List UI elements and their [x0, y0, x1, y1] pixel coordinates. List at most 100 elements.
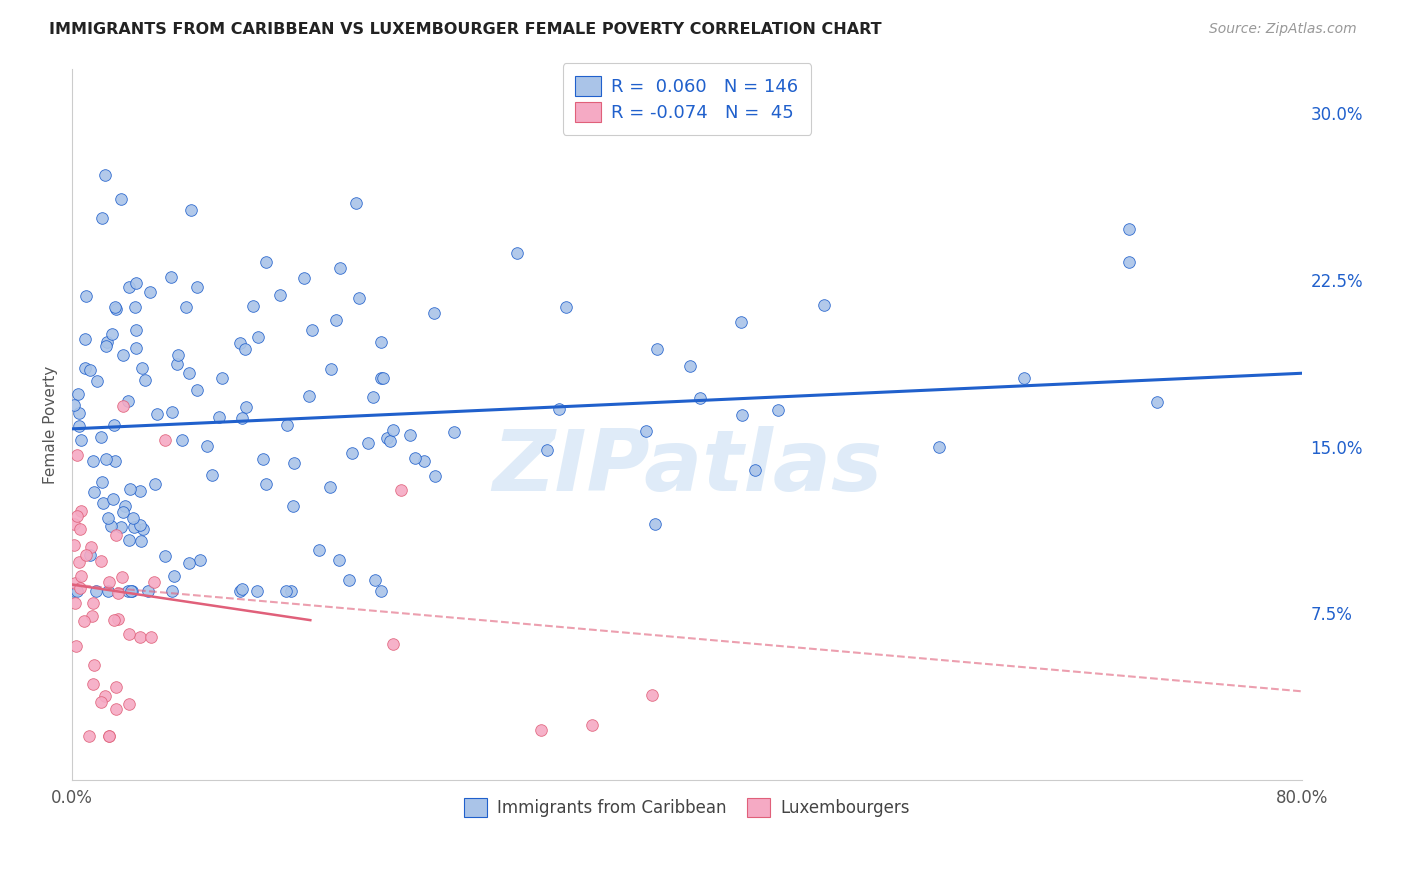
Point — [97, 729, 120, 743]
Point — [813, 298, 835, 312]
Point — [382, 423, 405, 437]
Point — [139, 630, 162, 644]
Point — [104, 701, 127, 715]
Point — [443, 425, 465, 439]
Point — [122, 510, 145, 524]
Point — [98, 574, 121, 589]
Point — [103, 613, 125, 627]
Point — [73, 614, 96, 628]
Point — [1118, 254, 1140, 268]
Point — [66, 583, 89, 598]
Point — [82, 454, 104, 468]
Point — [242, 299, 264, 313]
Point — [66, 509, 89, 524]
Point — [63, 584, 86, 599]
Point — [97, 729, 120, 743]
Point — [90, 211, 112, 225]
Point — [928, 440, 950, 454]
Point — [283, 499, 305, 513]
Point — [730, 315, 752, 329]
Point — [139, 285, 162, 299]
Point — [80, 608, 103, 623]
Point — [328, 553, 350, 567]
Point — [65, 640, 87, 654]
Point — [69, 555, 91, 569]
Point — [186, 383, 208, 397]
Point — [231, 582, 253, 596]
Point — [188, 553, 211, 567]
Point — [283, 456, 305, 470]
Point — [82, 597, 104, 611]
Point — [101, 327, 124, 342]
Point — [252, 452, 274, 467]
Point — [329, 260, 352, 275]
Point — [555, 300, 578, 314]
Point — [143, 476, 166, 491]
Point — [174, 300, 197, 314]
Point — [120, 584, 142, 599]
Point — [90, 430, 112, 444]
Point — [229, 584, 252, 599]
Point — [110, 192, 132, 206]
Point — [404, 450, 426, 465]
Point — [62, 517, 84, 532]
Point — [647, 342, 669, 356]
Point — [94, 339, 117, 353]
Text: IMMIGRANTS FROM CARIBBEAN VS LUXEMBOURGER FEMALE POVERTY CORRELATION CHART: IMMIGRANTS FROM CARIBBEAN VS LUXEMBOURGE… — [49, 22, 882, 37]
Point — [84, 584, 107, 599]
Point — [581, 718, 603, 732]
Point — [370, 584, 392, 599]
Point — [254, 477, 277, 491]
Point — [82, 677, 104, 691]
Point — [145, 407, 167, 421]
Point — [298, 389, 321, 403]
Point — [744, 463, 766, 477]
Point — [105, 301, 128, 316]
Point — [344, 196, 367, 211]
Point — [530, 723, 553, 737]
Point — [104, 454, 127, 468]
Point — [93, 496, 115, 510]
Point — [308, 542, 330, 557]
Point — [90, 554, 112, 568]
Point — [97, 584, 120, 599]
Point — [370, 335, 392, 350]
Point — [70, 433, 93, 447]
Point — [679, 359, 702, 373]
Point — [766, 403, 789, 417]
Point — [636, 424, 658, 438]
Point — [131, 360, 153, 375]
Point — [180, 202, 202, 217]
Point — [382, 637, 405, 651]
Point — [389, 483, 412, 498]
Point — [107, 586, 129, 600]
Point — [101, 492, 124, 507]
Point — [423, 469, 446, 483]
Point — [128, 630, 150, 644]
Point — [371, 371, 394, 385]
Point — [1146, 395, 1168, 409]
Point — [143, 575, 166, 590]
Point — [66, 448, 89, 462]
Point — [399, 427, 422, 442]
Point — [211, 370, 233, 384]
Point — [79, 363, 101, 377]
Point — [118, 626, 141, 640]
Point — [97, 510, 120, 524]
Point — [201, 468, 224, 483]
Point — [179, 366, 201, 380]
Point — [337, 573, 360, 587]
Point — [274, 583, 297, 598]
Text: Source: ZipAtlas.com: Source: ZipAtlas.com — [1209, 22, 1357, 37]
Point — [325, 313, 347, 327]
Point — [62, 398, 84, 412]
Point — [370, 371, 392, 385]
Point — [63, 596, 86, 610]
Point — [67, 387, 90, 401]
Point — [347, 291, 370, 305]
Point — [100, 519, 122, 533]
Point — [160, 584, 183, 599]
Point — [195, 440, 218, 454]
Point — [229, 336, 252, 351]
Point — [689, 391, 711, 405]
